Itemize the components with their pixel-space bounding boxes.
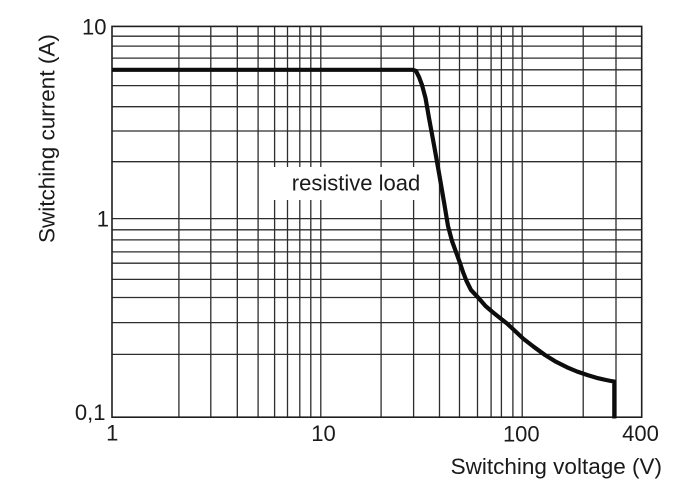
svg-text:1: 1 bbox=[106, 421, 118, 446]
svg-text:1: 1 bbox=[97, 207, 109, 232]
svg-text:resistive load: resistive load bbox=[292, 170, 420, 195]
svg-text:10: 10 bbox=[311, 421, 335, 446]
svg-text:10: 10 bbox=[82, 14, 106, 39]
svg-text:400: 400 bbox=[622, 421, 659, 446]
svg-text:100: 100 bbox=[503, 421, 540, 446]
svg-text:0,1: 0,1 bbox=[75, 400, 106, 425]
svg-text:Switching current (A): Switching current (A) bbox=[35, 34, 60, 243]
svg-text:Switching voltage (V): Switching voltage (V) bbox=[451, 454, 662, 479]
